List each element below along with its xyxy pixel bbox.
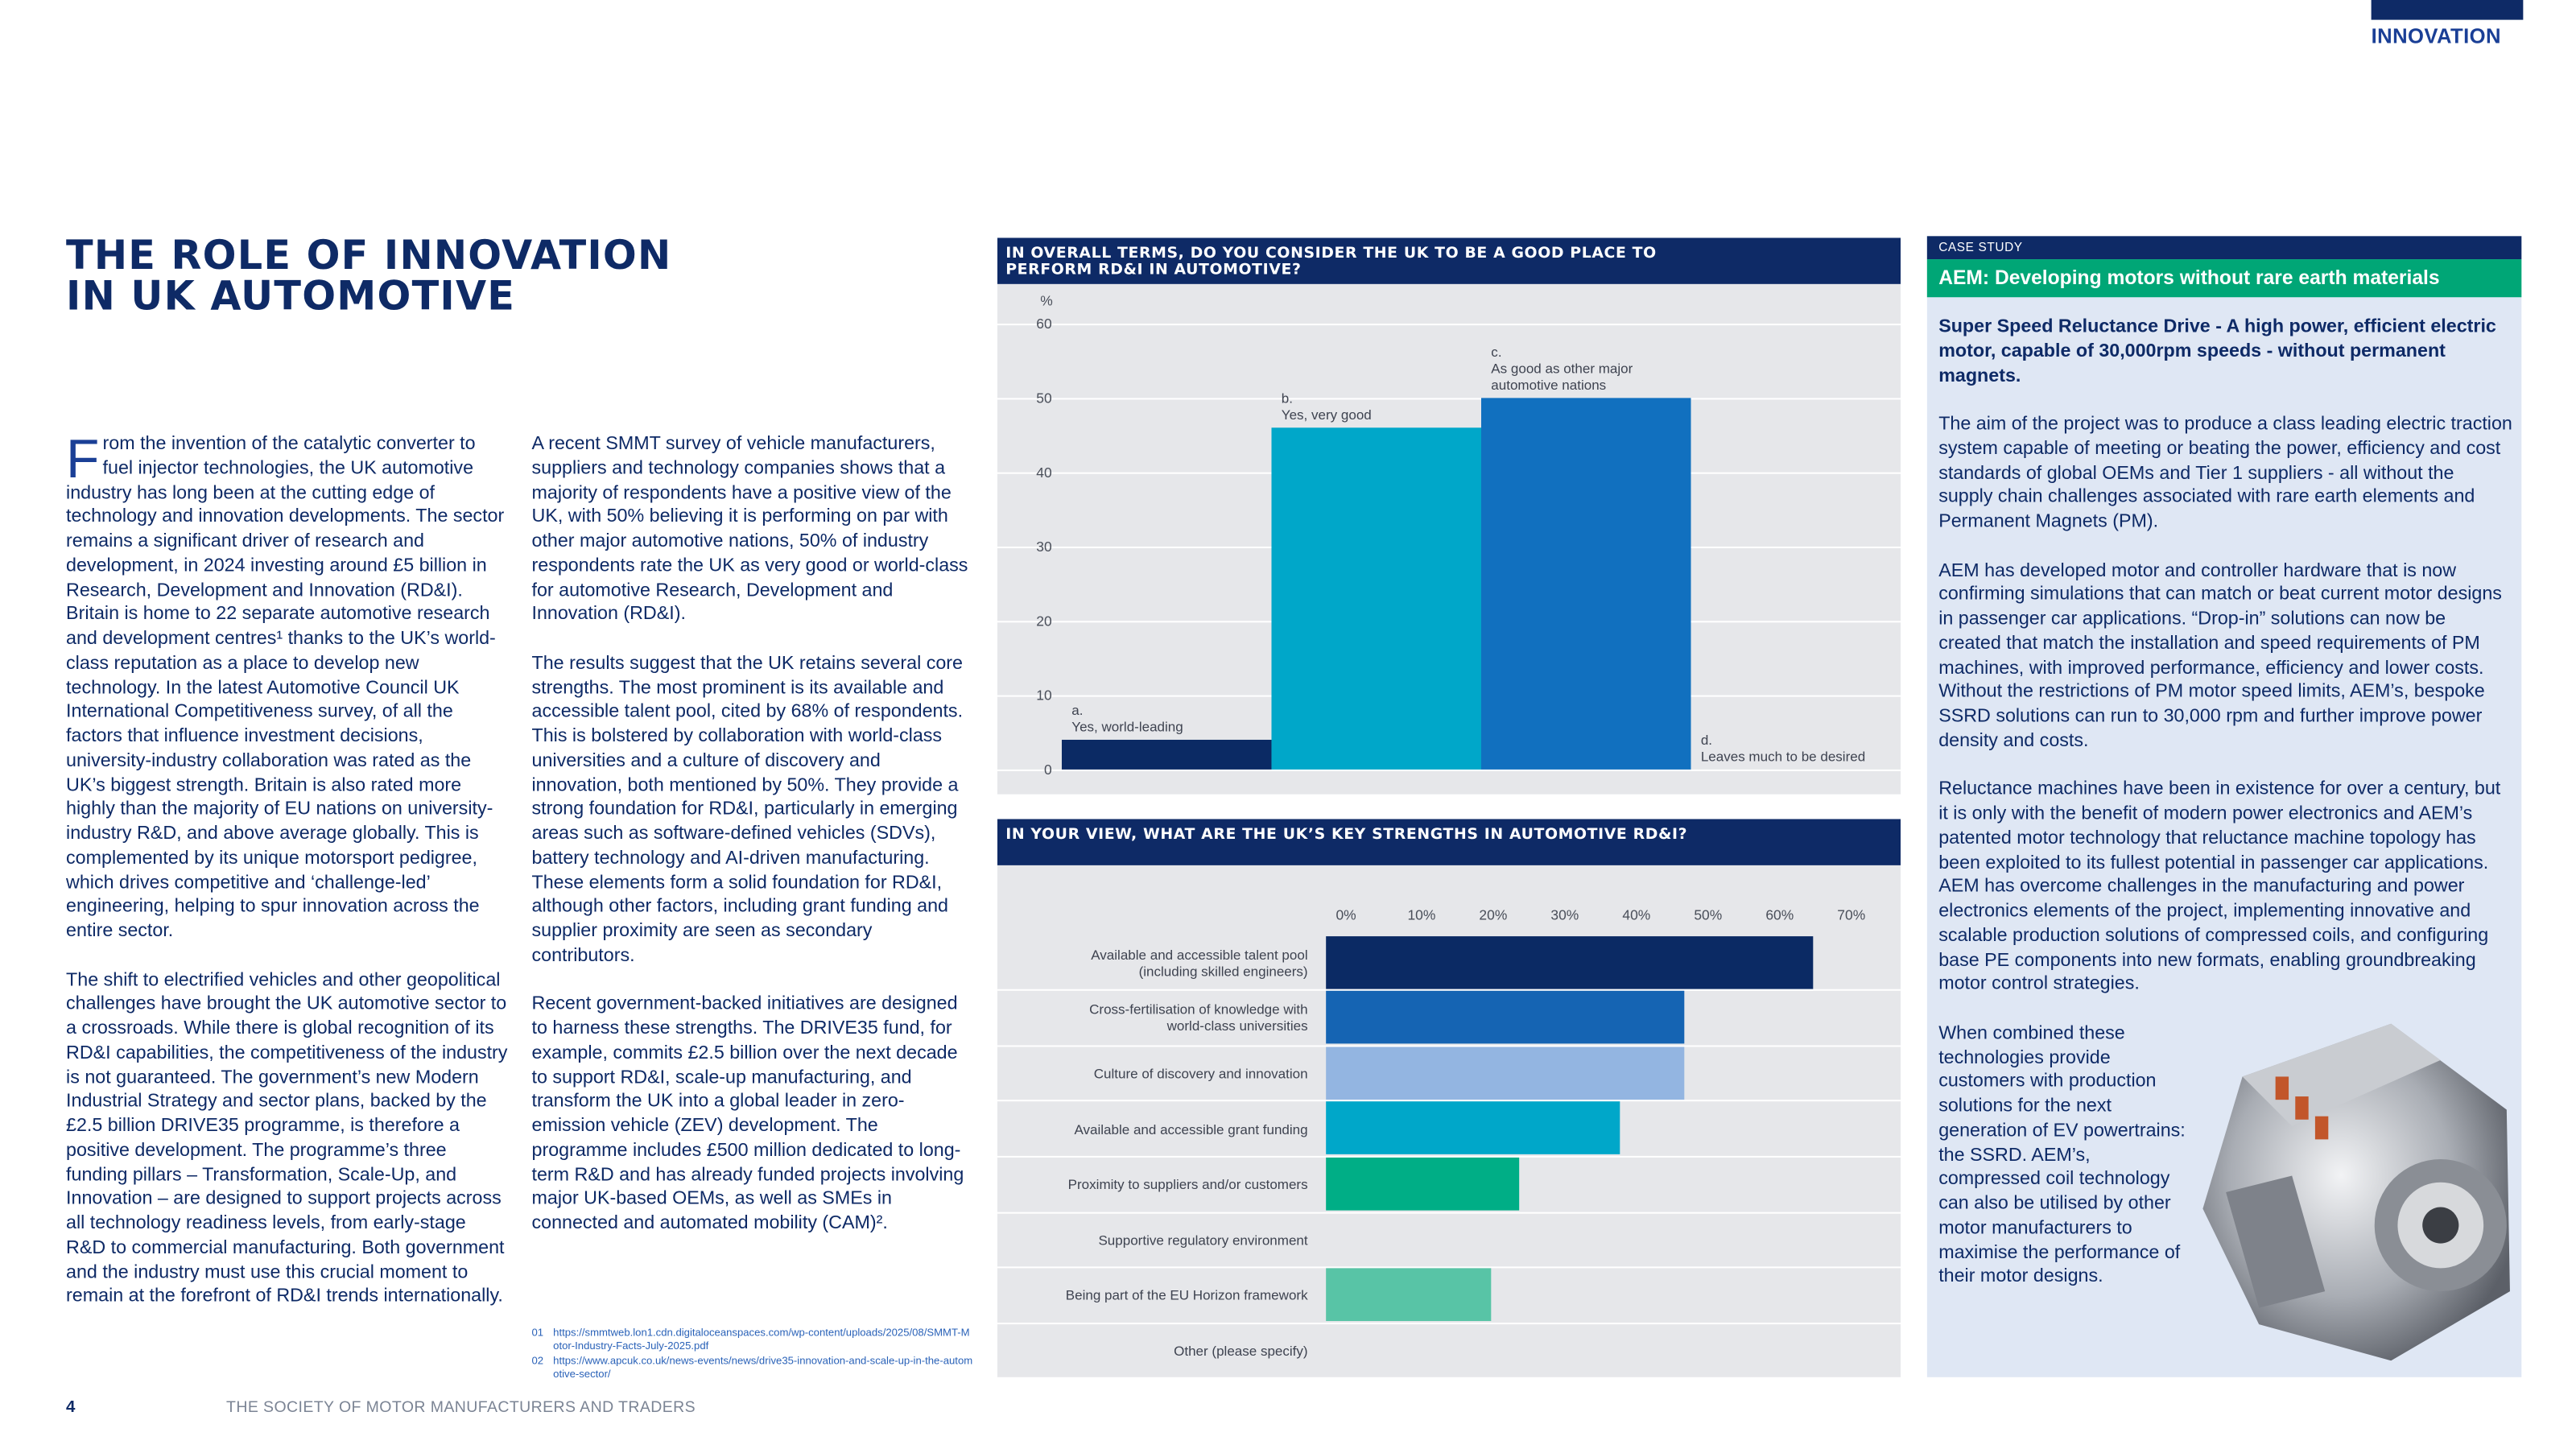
- category-label: d. Leaves much to be desired: [1700, 731, 1866, 765]
- category-label: a. Yes, world-leading: [1071, 701, 1183, 735]
- y-tick-label: 0: [1043, 761, 1052, 778]
- motor-image: [2202, 1023, 2510, 1361]
- y-tick-label: 60: [1036, 315, 1052, 332]
- x-tick-label: 70%: [1837, 906, 1866, 923]
- x-tick-label: 50%: [1694, 906, 1723, 923]
- case-study-body: Super Speed Reluctance Drive - A high po…: [1938, 316, 2513, 1315]
- paragraph: The aim of the project was to produce a …: [1938, 414, 2512, 532]
- page-number: 4: [66, 1398, 76, 1417]
- row-separator: [997, 1266, 1901, 1269]
- y-tick-label: 10: [1036, 687, 1052, 704]
- text-column: From the invention of the catalytic conv…: [66, 427, 509, 1333]
- paragraph: A recent SMMT survey of vehicle manufact…: [531, 434, 968, 625]
- chart-title: IN OVERALL TERMS, DO YOU CONSIDER THE UK…: [1005, 244, 1657, 279]
- case-study-title: AEM: Developing motors without rare eart…: [1926, 259, 2522, 298]
- footnote-number: 02: [531, 1355, 544, 1368]
- text-column: A recent SMMT survey of vehicle manufact…: [532, 432, 975, 1261]
- grid-line: [997, 324, 1901, 326]
- paragraph: When combined these technologies provide…: [1938, 1023, 2186, 1287]
- category-label: c. As good as other major automotive nat…: [1491, 343, 1633, 394]
- y-tick-label: 40: [1036, 464, 1052, 481]
- bar: [1061, 739, 1272, 770]
- section-label: INNOVATION: [2371, 24, 2501, 48]
- bar: [1326, 935, 1814, 989]
- category-label: Available and accessible grant funding: [1074, 1120, 1308, 1137]
- y-tick-label: 30: [1036, 538, 1052, 555]
- paragraph: The shift to electrified vehicles and ot…: [66, 970, 508, 1307]
- row-separator: [997, 1155, 1901, 1158]
- category-label: Cross-fertilisation of knowledge with wo…: [1089, 1001, 1308, 1034]
- category-label: Supportive regulatory environment: [1098, 1231, 1308, 1249]
- paragraph: The results suggest that the UK retains …: [531, 653, 964, 966]
- footnote-number: 01: [531, 1327, 544, 1340]
- top-bar: [2371, 0, 2524, 20]
- title-line: IN UK AUTOMOTIVE: [66, 272, 516, 320]
- footnote: 01 https://smmtweb.lon1.cdn.digitaloceans…: [532, 1327, 975, 1355]
- bar: [1326, 990, 1685, 1044]
- bar: [1326, 1101, 1620, 1155]
- bar: [1480, 398, 1691, 770]
- category-label: Other (please specify): [1174, 1342, 1308, 1360]
- paragraph: From the invention of the catalytic conv…: [66, 427, 505, 942]
- category-label: Available and accessible talent pool (in…: [1091, 945, 1308, 979]
- footnotes: 01 https://smmtweb.lon1.cdn.digitaloceans…: [532, 1327, 975, 1383]
- x-tick-label: 0%: [1335, 906, 1356, 923]
- footnote-text: https://www.apcuk.co.uk/news-events/news…: [553, 1355, 973, 1381]
- bar: [1326, 1268, 1491, 1322]
- footnote-text: https://smmtweb.lon1.cdn.digitaloceanspa…: [553, 1327, 970, 1353]
- category-label: b. Yes, very good: [1281, 390, 1372, 423]
- bar: [1271, 427, 1481, 770]
- paragraph: AEM has developed motor and controller h…: [1938, 560, 2502, 751]
- row-separator: [997, 1211, 1901, 1213]
- grid-line: [997, 398, 1901, 400]
- paragraph: Recent government-backed initiatives are…: [531, 994, 964, 1234]
- y-tick-label: 20: [1036, 613, 1052, 630]
- row-separator: [997, 1044, 1901, 1046]
- bar: [1326, 1157, 1520, 1211]
- x-tick-label: 40%: [1622, 906, 1651, 923]
- row-separator: [997, 1100, 1901, 1102]
- chart-title: IN YOUR VIEW, WHAT ARE THE UK’S KEY STRE…: [1005, 825, 1688, 844]
- y-tick-label: 50: [1036, 390, 1052, 407]
- lead: Super Speed Reluctance Drive - A high po…: [1938, 316, 2496, 386]
- category-label: Being part of the EU Horizon framework: [1065, 1286, 1308, 1304]
- page-title: THE ROLE OF INNOVATION IN UK AUTOMOTIVE: [66, 235, 671, 316]
- title-line: THE ROLE OF INNOVATION: [66, 232, 672, 279]
- x-tick-label: 10%: [1407, 906, 1436, 923]
- x-tick-label: 30%: [1550, 906, 1579, 923]
- chart-header: IN YOUR VIEW, WHAT ARE THE UK’S KEY STRE…: [997, 819, 1901, 865]
- chart: IN YOUR VIEW, WHAT ARE THE UK’S KEY STRE…: [997, 819, 1901, 1377]
- grid-line: [997, 769, 1901, 771]
- case-study-label: CASE STUDY: [1926, 236, 2522, 260]
- chart-header: IN OVERALL TERMS, DO YOU CONSIDER THE UK…: [997, 237, 1901, 284]
- paragraph: Reluctance machines have been in existen…: [1938, 779, 2501, 995]
- x-tick-label: 60%: [1765, 906, 1794, 923]
- category-label: Culture of discovery and innovation: [1093, 1065, 1308, 1082]
- footnote: 02 https://www.apcuk.co.uk/news-events/ne…: [532, 1356, 975, 1383]
- y-axis-label: %: [1040, 292, 1053, 309]
- row-separator: [997, 1322, 1901, 1324]
- category-label: Proximity to suppliers and/or customers: [1067, 1175, 1308, 1193]
- x-tick-label: 20%: [1479, 906, 1508, 923]
- bar: [1326, 1046, 1685, 1100]
- publisher: THE SOCIETY OF MOTOR MANUFACTURERS AND T…: [226, 1398, 696, 1417]
- row-separator: [997, 989, 1901, 991]
- chart: IN OVERALL TERMS, DO YOU CONSIDER THE UK…: [997, 237, 1901, 795]
